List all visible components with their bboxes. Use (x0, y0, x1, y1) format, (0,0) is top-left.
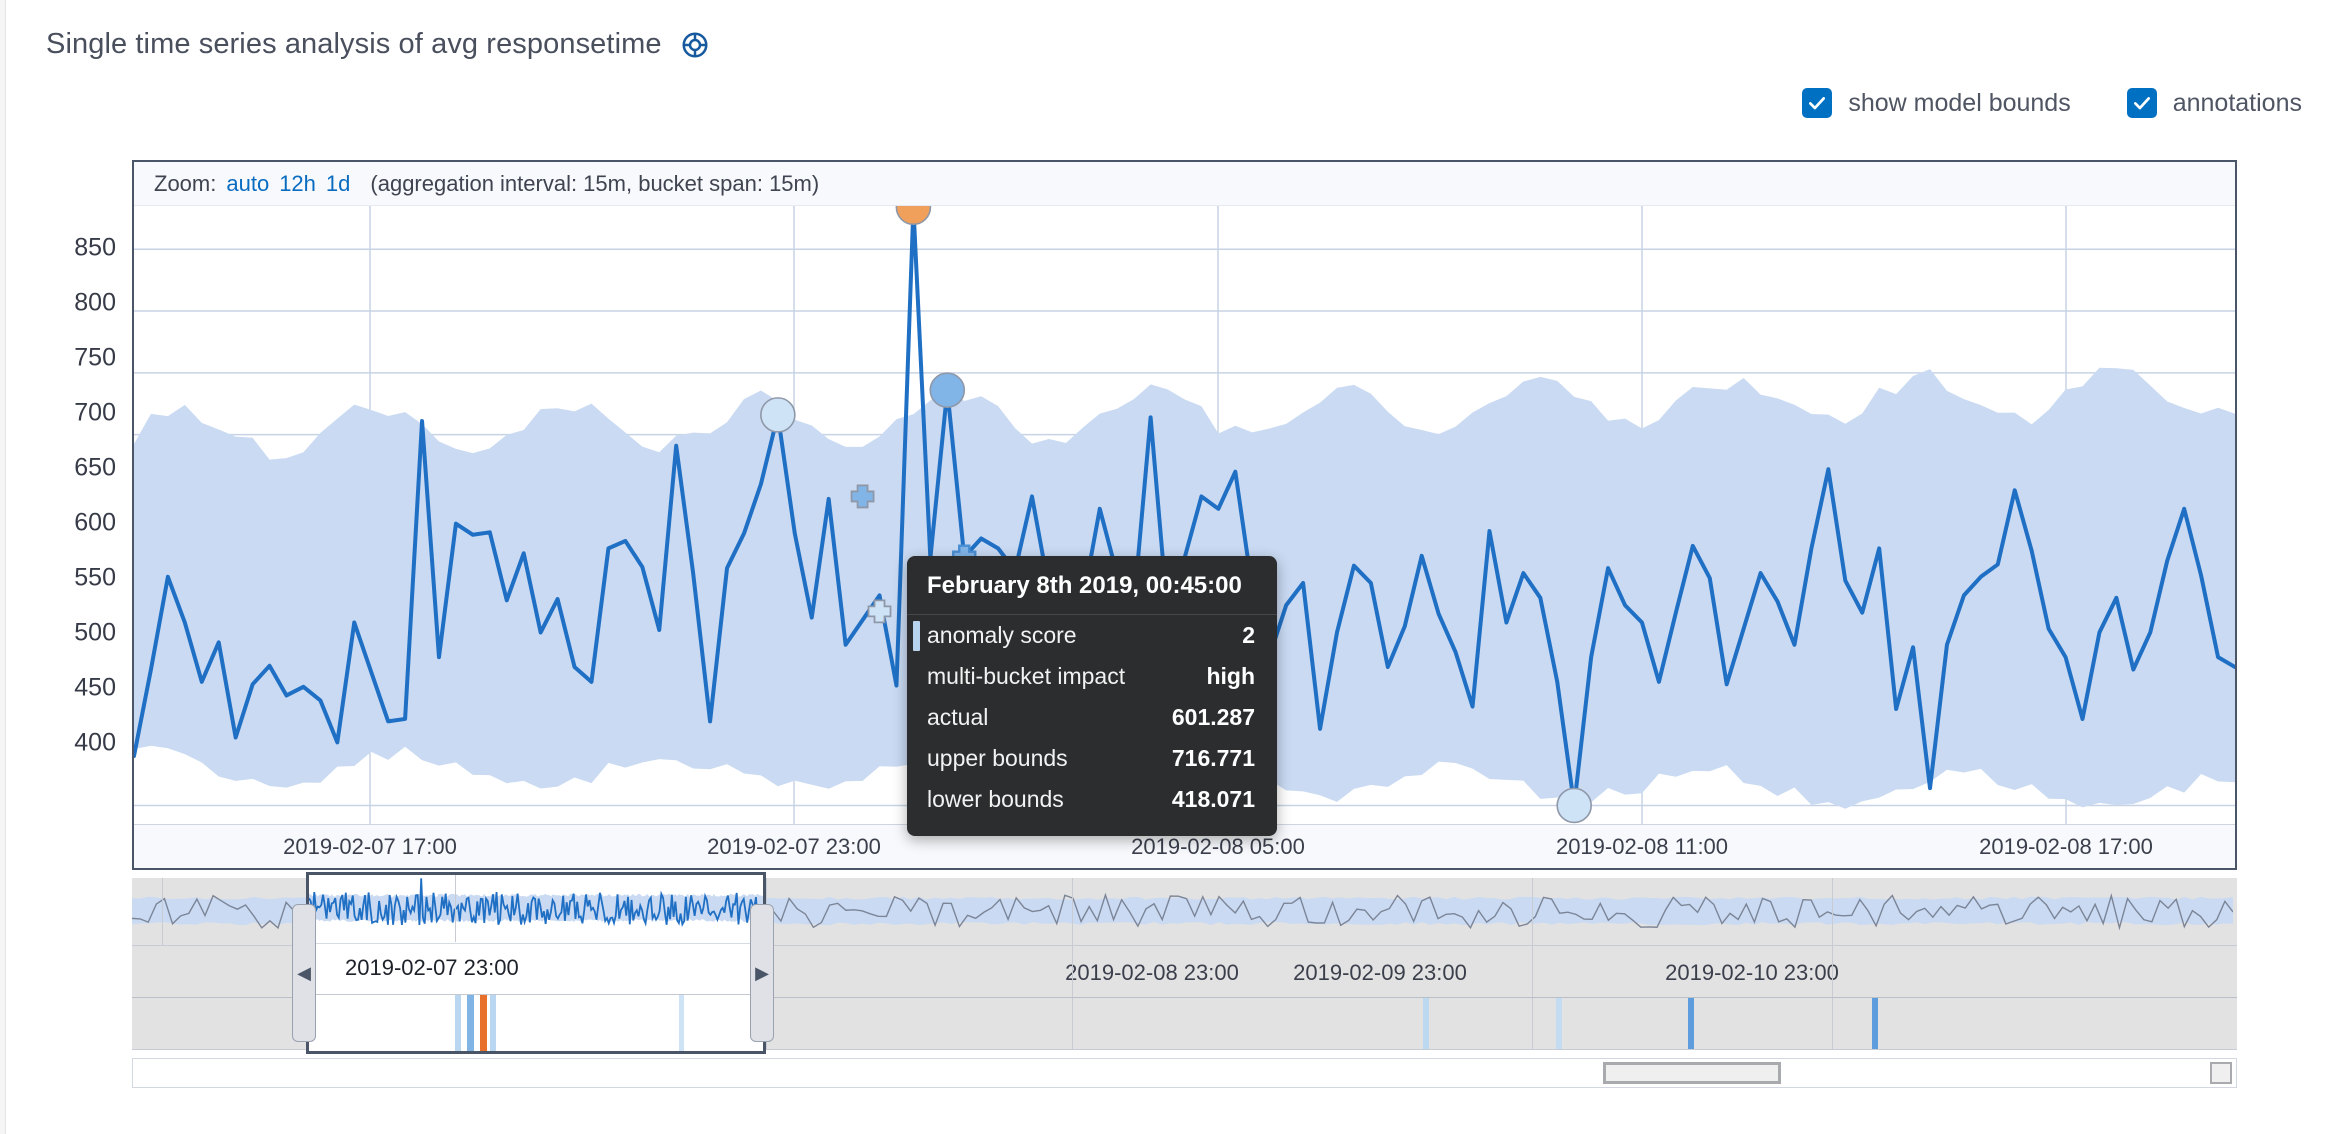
context-chart[interactable]: 2019-02-08 23:00 2019-02-09 23:00 2019-0… (132, 872, 2237, 1058)
chevron-right-icon: ▶ (755, 962, 769, 983)
swimlane-anomaly-marker[interactable] (1688, 998, 1694, 1049)
focus-chart[interactable]: Zoom: auto 12h 1d (aggregation interval:… (132, 160, 2237, 870)
swimlane-anomaly-marker[interactable] (1872, 998, 1878, 1049)
brush-x-tick: 2019-02-07 23:00 (345, 955, 519, 980)
x-tick: 2019-02-08 05:00 (1131, 834, 1305, 859)
anomaly-marker-circle[interactable] (1556, 787, 1593, 824)
zoom-option-auto[interactable]: auto (226, 170, 270, 196)
chart-options: show model bounds annotations (1802, 88, 2302, 118)
y-tick: 750 (74, 343, 116, 372)
anomaly-marker-cross[interactable] (867, 599, 892, 624)
y-tick: 850 (74, 233, 116, 262)
horizontal-scrollbar[interactable] (132, 1058, 2237, 1088)
x-tick: 2019-02-08 11:00 (1555, 834, 1729, 859)
tooltip-key: actual (927, 704, 989, 730)
checkbox-checked-icon[interactable] (2126, 88, 2157, 118)
y-axis: 850 800 750 700 650 600 550 500 450 400 (0, 0, 132, 1134)
y-tick: 400 (74, 728, 116, 757)
zoom-option-12h[interactable]: 12h (279, 170, 316, 196)
tooltip-value: 2 (1242, 622, 1255, 648)
tooltip-value: high (1206, 663, 1255, 689)
tooltip-value: 716.771 (1171, 745, 1255, 771)
tooltip-value: 601.287 (1171, 704, 1255, 730)
tooltip-row-lower-bounds: lower bounds 418.071 (907, 779, 1277, 820)
page-title: Single time series analysis of avg respo… (46, 28, 662, 60)
anomaly-marker-cross[interactable] (850, 484, 875, 509)
tooltip-key: lower bounds (927, 786, 1064, 812)
checkbox-label-annotations: annotations (2172, 88, 2302, 117)
anomaly-markers (760, 206, 1593, 824)
anomaly-tooltip: February 8th 2019, 00:45:00 anomaly scor… (907, 556, 1277, 836)
checkbox-label-show-model-bounds: show model bounds (1848, 88, 2071, 117)
tooltip-key: anomaly score (927, 622, 1077, 648)
anomaly-marker-circle[interactable] (760, 397, 796, 433)
title-row: Single time series analysis of avg respo… (46, 28, 710, 61)
page-header: Single time series analysis of avg respo… (0, 0, 2338, 118)
tooltip-key: upper bounds (927, 745, 1068, 771)
brush-chart-svg (309, 878, 763, 928)
y-tick: 500 (74, 618, 116, 647)
brush-handle-left[interactable]: ◀ (292, 904, 316, 1042)
scrollbar-resize-grip[interactable] (2210, 1062, 2232, 1084)
y-tick: 700 (74, 398, 116, 427)
context-brush-selection[interactable]: 2019-02-07 23:00 (306, 872, 766, 1054)
checkbox-annotations[interactable]: annotations (2126, 88, 2302, 118)
brush-axis (309, 943, 763, 995)
y-tick: 600 (74, 508, 116, 537)
tooltip-row-multi-bucket-impact: multi-bucket impact high (907, 656, 1277, 697)
lifebuoy-help-icon[interactable] (680, 30, 710, 60)
checkbox-checked-icon[interactable] (1802, 88, 1833, 118)
anomaly-marker-circle[interactable] (929, 372, 966, 408)
context-x-tick: 2019-02-10 23:00 (1665, 960, 1839, 985)
tooltip-title: February 8th 2019, 00:45:00 (907, 556, 1277, 615)
brush-handle-right[interactable]: ▶ (750, 904, 774, 1042)
tooltip-row-anomaly-score: anomaly score 2 (907, 615, 1277, 656)
anomaly-marker-circle[interactable] (895, 206, 932, 226)
brush-line (309, 878, 763, 928)
zoom-bar: Zoom: auto 12h 1d (aggregation interval:… (134, 162, 2235, 206)
swimlane-anomaly-marker[interactable] (1556, 998, 1562, 1049)
tooltip-row-upper-bounds: upper bounds 716.771 (907, 738, 1277, 779)
tooltip-key: multi-bucket impact (927, 663, 1126, 689)
y-tick: 650 (74, 453, 116, 482)
zoom-option-1d[interactable]: 1d (325, 170, 351, 196)
tooltip-value: 418.071 (1171, 786, 1255, 812)
x-tick: 2019-02-07 17:00 (283, 834, 457, 859)
y-tick: 450 (74, 673, 116, 702)
x-tick: 2019-02-08 17:00 (1979, 834, 2153, 859)
y-tick: 550 (74, 563, 116, 592)
swimlane-anomaly-marker[interactable] (1423, 998, 1429, 1049)
scrollbar-thumb[interactable] (1603, 1062, 1781, 1084)
context-x-tick: 2019-02-08 23:00 (1065, 960, 1239, 985)
y-tick: 800 (74, 288, 116, 317)
checkbox-show-model-bounds[interactable]: show model bounds (1802, 88, 2071, 118)
tooltip-row-actual: actual 601.287 (907, 697, 1277, 738)
x-tick: 2019-02-07 23:00 (707, 834, 881, 859)
zoom-meta: (aggregation interval: 15m, bucket span:… (370, 170, 820, 196)
zoom-label: Zoom: (154, 170, 217, 196)
context-x-tick: 2019-02-09 23:00 (1293, 960, 1467, 985)
page-left-edge (0, 0, 6, 1134)
chevron-left-icon: ◀ (297, 962, 311, 983)
